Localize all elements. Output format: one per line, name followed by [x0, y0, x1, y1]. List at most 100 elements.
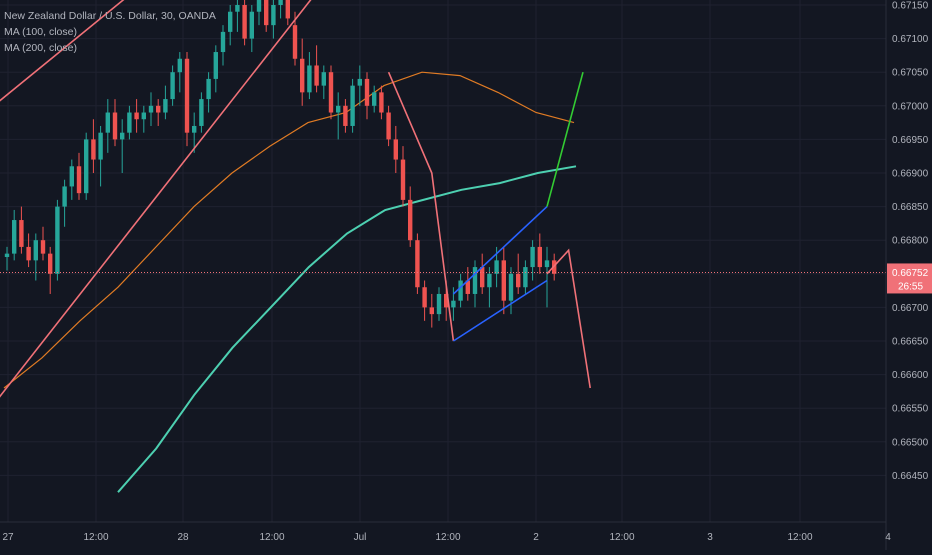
candle-down	[422, 287, 427, 308]
price-tick-label: 0.67000	[892, 101, 929, 112]
price-tick-label: 0.66450	[892, 471, 929, 482]
price-tick-label: 0.66800	[892, 236, 929, 247]
candle-down	[537, 246, 542, 268]
candle-up	[278, 0, 283, 5]
candle-up	[256, 0, 262, 12]
candle-down	[364, 78, 370, 106]
candle-up	[199, 99, 204, 126]
candle-down	[516, 273, 521, 288]
candles	[4, 0, 557, 328]
candle-down	[48, 253, 53, 274]
candle-up	[105, 112, 110, 133]
time-tick-label: 3	[707, 532, 713, 543]
candle-up	[170, 72, 175, 100]
candle-down	[134, 112, 139, 120]
candle-up	[220, 31, 226, 53]
candle-down	[26, 246, 31, 261]
candle-up	[98, 132, 103, 160]
price-tick-label: 0.66700	[892, 303, 929, 314]
time-tick-label: 28	[177, 532, 189, 543]
time-tick-label: 12:00	[787, 532, 812, 543]
price-tick-label: 0.67100	[892, 34, 929, 45]
candle-up	[487, 273, 492, 288]
candle-up	[228, 11, 233, 32]
candle-up	[141, 112, 146, 120]
time-tick-label: 27	[2, 532, 14, 543]
candle-up	[451, 300, 456, 308]
candle-up	[127, 112, 132, 133]
candle-down	[400, 159, 406, 200]
candle-up	[458, 280, 463, 301]
chart-legend: New Zealand Dollar / U.S. Dollar, 30, OA…	[4, 8, 216, 56]
candle-up	[249, 11, 254, 39]
candle-down	[480, 267, 485, 288]
candle-down	[242, 5, 247, 39]
candle-up	[4, 253, 10, 257]
candle-down	[112, 112, 118, 140]
candle-up	[271, 5, 276, 26]
time-tick-label: 12:00	[259, 532, 284, 543]
projection-up	[546, 71, 584, 207]
candle-up	[494, 260, 499, 274]
price-tick-label: 0.66550	[892, 404, 929, 415]
candle-down	[314, 65, 319, 86]
candle-up	[69, 166, 74, 187]
time-tick-label: 12:00	[435, 532, 460, 543]
last-price-value: 0.66752	[892, 268, 929, 279]
candle-up	[148, 105, 154, 113]
candle-down	[292, 25, 298, 59]
candle-up	[530, 246, 535, 268]
candle-down	[19, 220, 24, 247]
time-tick-label: 12:00	[609, 532, 634, 543]
candle-up	[120, 132, 125, 140]
candle-up	[177, 58, 182, 73]
candle-down	[429, 307, 434, 315]
channel-lower	[452, 279, 548, 342]
candle-up	[84, 139, 89, 194]
candle-down	[408, 199, 413, 241]
candle-up	[508, 273, 514, 301]
candle-down	[465, 280, 470, 294]
time-tick-label: Jul	[354, 532, 367, 543]
candle-up	[472, 267, 478, 294]
candle-down	[184, 58, 190, 133]
ma200-line	[117, 165, 577, 493]
candle-up	[213, 52, 218, 79]
price-tick-label: 0.66500	[892, 437, 929, 448]
candle-up	[206, 78, 211, 100]
candle-up	[33, 240, 38, 261]
candle-down	[156, 105, 161, 113]
price-tick-label: 0.66900	[892, 169, 929, 180]
candle-down	[76, 166, 82, 194]
candle-down	[386, 112, 391, 140]
trendline	[0, 0, 312, 398]
candle-up	[321, 72, 326, 86]
projection-down	[546, 248, 591, 389]
candle-down	[501, 260, 506, 301]
drawings	[0, 0, 886, 398]
candle-down	[328, 72, 334, 113]
price-tick-label: 0.67050	[892, 68, 929, 79]
candle-up	[350, 85, 355, 126]
price-tick-label: 0.66600	[892, 370, 929, 381]
ma100-legend: MA (100, close)	[4, 26, 77, 38]
candle-down	[393, 139, 398, 160]
candle-up	[307, 65, 312, 93]
candle-up	[372, 92, 377, 106]
price-tick-label: 0.66950	[892, 135, 929, 146]
candle-down	[444, 293, 449, 308]
ma200-legend: MA (200, close)	[4, 42, 77, 54]
price-tick-label: 0.66850	[892, 202, 929, 213]
time-tick-label: 2	[533, 532, 539, 543]
candle-up	[55, 206, 60, 274]
candle-down	[264, 0, 269, 26]
candle-up	[544, 260, 550, 268]
candle-down	[40, 240, 46, 254]
candle-down	[343, 105, 348, 126]
candle-countdown: 26:55	[898, 281, 923, 292]
channel-upper	[452, 206, 548, 295]
